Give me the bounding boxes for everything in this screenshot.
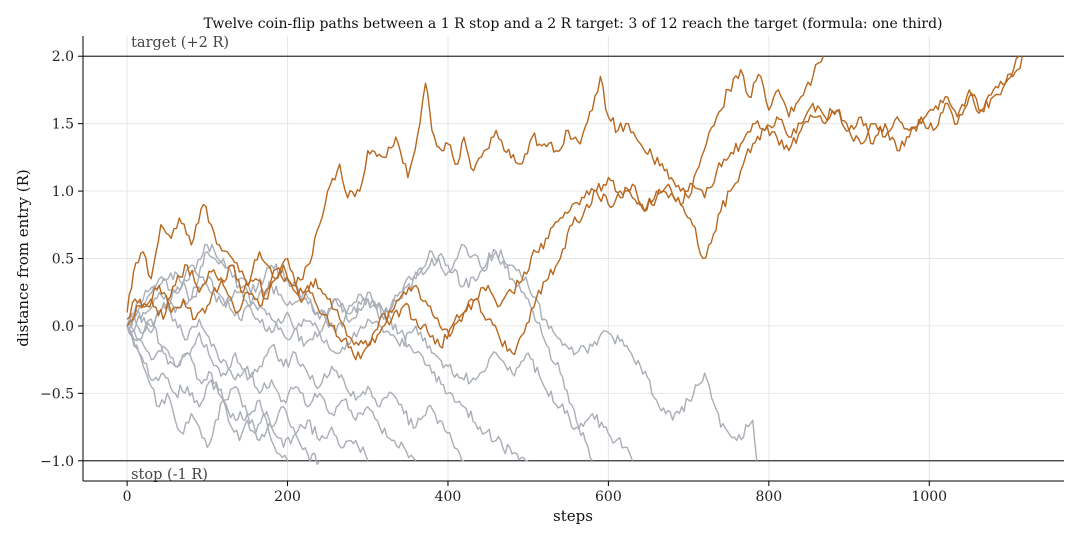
series-path-target-2 — [126, 55, 1020, 356]
y-tick-label: −1.0 — [40, 454, 74, 470]
series-path-target-3 — [126, 56, 1023, 361]
y-tick-label: 1.0 — [52, 184, 74, 200]
y-tick-label: 0.5 — [52, 252, 74, 268]
y-axis-label: distance from entry (R) — [14, 169, 32, 347]
x-tick-label: 0 — [123, 489, 132, 505]
series-path-stop-8 — [126, 248, 758, 461]
series-path-stop-11 — [126, 243, 593, 462]
reference-lines: target (+2 R) stop (-1 R) — [83, 35, 1064, 483]
axes: 0 200 400 600 800 1000 −1.0 −0.5 0.0 0.5 1.0 1.5 2.0 — [40, 36, 1064, 505]
y-tick-label: −0.5 — [40, 386, 74, 402]
y-tick-label: 2.0 — [52, 49, 74, 65]
series-path-stop-7 — [126, 325, 321, 465]
x-tick-label: 1000 — [911, 489, 947, 505]
chart-title: Twelve coin-flip paths between a 1 R sto… — [204, 16, 943, 32]
y-tick-label: 0.0 — [52, 319, 74, 335]
plot-area — [126, 55, 1023, 465]
y-tick-label: 1.5 — [52, 117, 74, 133]
x-axis-label: steps — [553, 507, 593, 525]
series-path-stop-4 — [126, 325, 289, 462]
series-path-target-1 — [126, 55, 825, 313]
x-tick-label: 200 — [274, 489, 301, 505]
x-tick-label: 400 — [435, 489, 462, 505]
target-reference-label: target (+2 R) — [131, 35, 229, 51]
series-path-stop-9 — [126, 318, 369, 462]
x-tick-label: 600 — [595, 489, 622, 505]
series-path-stop-5 — [126, 305, 417, 462]
x-tick-label: 800 — [755, 489, 782, 505]
stop-reference-label: stop (-1 R) — [131, 467, 208, 483]
series-path-stop-10 — [126, 251, 634, 462]
series-path-stop-12 — [126, 325, 465, 462]
